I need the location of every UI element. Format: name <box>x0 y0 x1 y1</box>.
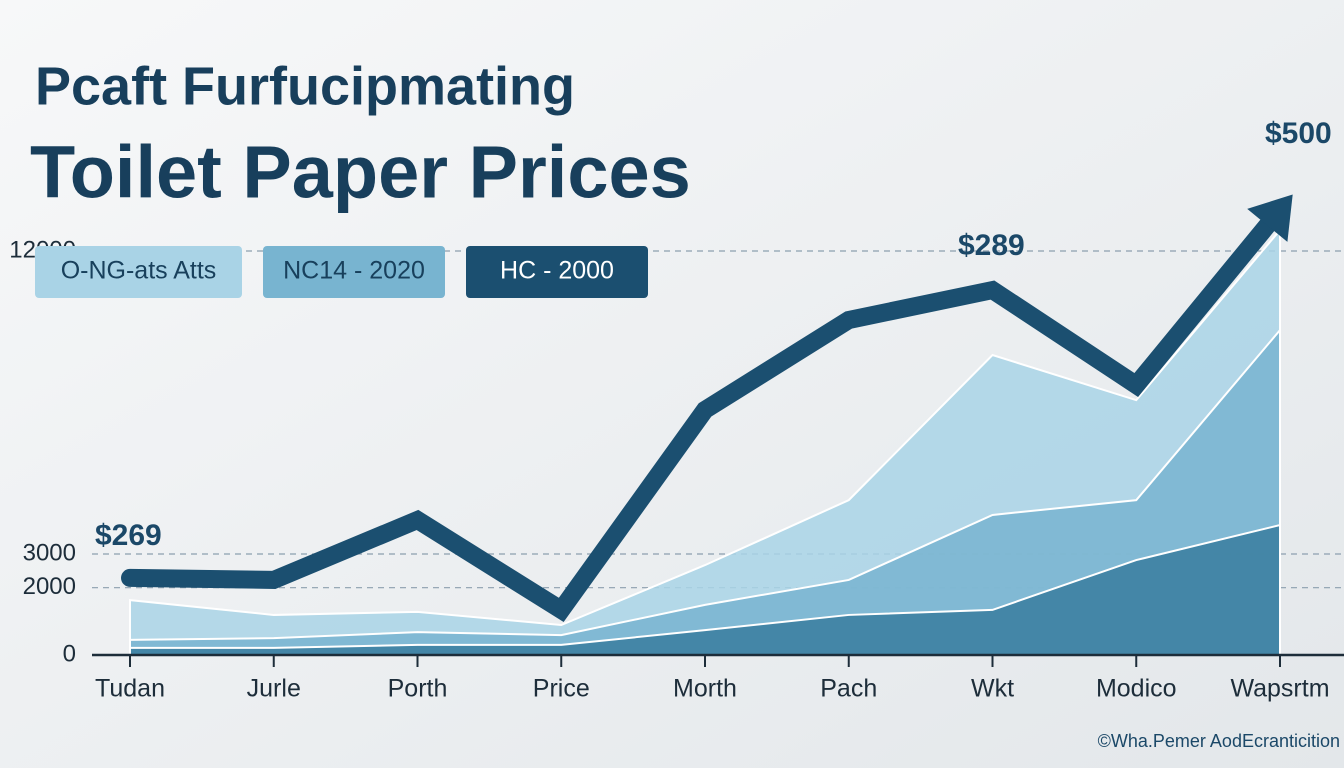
x-tick-label: Wkt <box>971 675 1014 703</box>
line <box>121 200 1289 622</box>
x-tick-label: Porth <box>388 675 448 703</box>
legend-label: O-NG-ats Atts <box>61 257 217 285</box>
x-tick-label: Price <box>533 675 590 703</box>
chart-title: Toilet Paper Prices <box>30 131 691 214</box>
y-tick-label: 3000 <box>23 539 76 566</box>
chart-subtitle: Pcaft Furfucipmating <box>35 56 575 116</box>
legend-box <box>466 246 648 298</box>
x-tick-label: Morth <box>673 675 737 703</box>
x-tick-label: Tudan <box>95 675 165 703</box>
area <box>129 327 1281 656</box>
arrow-head <box>1247 194 1293 242</box>
footer: ©Wha.Pemer AodEcranticition <box>1098 731 1340 751</box>
annotation: $269 <box>95 519 162 552</box>
y-tick-label: 2000 <box>23 573 76 600</box>
y-tick-label: 0 <box>63 640 76 667</box>
annotation: $500 <box>1265 117 1332 150</box>
x-tick-label: Wapsrtm <box>1230 675 1329 703</box>
area <box>129 523 1281 656</box>
legend-box <box>263 246 445 298</box>
legend-label: NC14 - 2020 <box>283 257 425 285</box>
annotation: $289 <box>958 229 1025 262</box>
x-tick-label: Jurle <box>247 675 301 703</box>
legend-box <box>35 246 242 298</box>
x-tick-label: Pach <box>820 675 877 703</box>
x-tick-label: Modico <box>1096 675 1177 703</box>
legend-label: HC - 2000 <box>500 257 614 285</box>
